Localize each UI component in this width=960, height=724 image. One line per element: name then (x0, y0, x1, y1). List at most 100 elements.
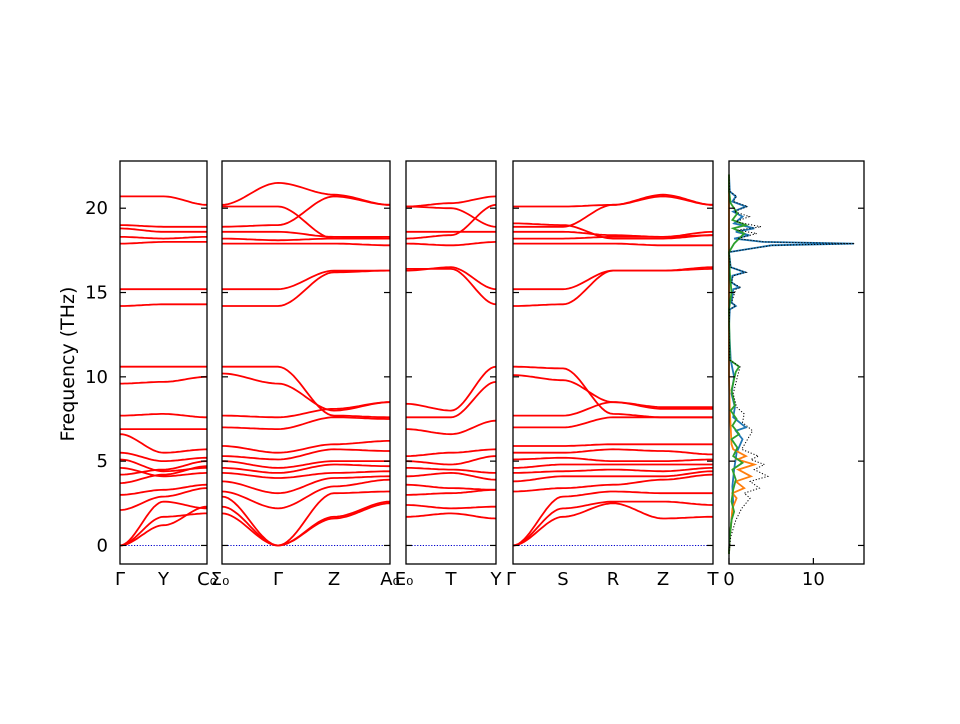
x-tick-label: Y (490, 569, 503, 590)
band-line-p2-6 (221, 470, 390, 479)
band-line-p4-13 (512, 374, 713, 410)
band-line-p2-5 (221, 475, 390, 495)
y-tick-label: 15 (85, 283, 108, 304)
band-line-p1-5 (119, 483, 208, 496)
x-tick-label: Z (328, 569, 340, 590)
band-line-p3-9 (406, 419, 497, 436)
dos-series-1 (728, 174, 854, 554)
band-line-p1-21 (120, 224, 207, 228)
band-line-p1-10 (119, 451, 207, 462)
x-tick-label: Γ (115, 569, 125, 590)
band-line-p2-4 (221, 478, 391, 510)
band-line-p4-17 (513, 242, 713, 247)
band-panel-2-frame (221, 160, 391, 565)
band-line-p2-19 (222, 230, 390, 238)
x-tick-label: Γ (506, 569, 516, 590)
band-line-p2-22 (221, 181, 390, 206)
band-line-p3-18 (406, 205, 497, 228)
x-tick-label: E₀ (395, 569, 414, 590)
y-tick-label: 5 (97, 451, 108, 472)
band-line-p2-2 (221, 500, 391, 547)
band-line-p3-3 (406, 488, 496, 496)
dos-x-tick-label: 10 (802, 569, 825, 590)
band-line-p4-5 (512, 470, 713, 483)
band-line-p2-16 (222, 269, 390, 291)
dos-series-4 (728, 174, 855, 554)
band-line-p1-9 (119, 458, 207, 473)
band-line-p3-4 (405, 483, 496, 491)
band-line-p4-3 (512, 490, 713, 547)
band-line-p1-14 (120, 375, 208, 385)
band-line-p3-8 (406, 448, 497, 457)
band-line-p4-4 (513, 473, 714, 493)
x-tick-label: T (707, 569, 720, 590)
band-line-p1-20 (119, 227, 207, 233)
y-tick-label: 20 (85, 198, 108, 219)
band-line-p2-9 (222, 448, 390, 461)
band-line-p2-17 (222, 242, 390, 247)
x-tick-label: Z (657, 569, 669, 590)
dos-x-tick-label: 0 (723, 569, 734, 590)
band-line-p2-11 (222, 416, 390, 430)
band-line-p3-2 (406, 504, 496, 510)
band-line-p3-6 (406, 467, 496, 474)
x-tick-label: S (557, 569, 568, 590)
x-tick-label: T (445, 569, 458, 590)
band-line-p4-21 (513, 195, 713, 208)
band-line-p1-1 (119, 512, 207, 547)
y-tick-label: 0 (97, 535, 108, 556)
band-line-p4-15 (513, 266, 714, 307)
x-tick-label: C₀ (197, 569, 217, 590)
band-line-p2-7 (222, 463, 390, 474)
band-line-p4-6 (513, 467, 713, 474)
band-line-p1-22 (120, 195, 207, 206)
band-line-p2-8 (221, 460, 390, 469)
band-line-p4-16 (513, 268, 713, 291)
band-line-p4-9 (513, 448, 713, 456)
band-line-p2-12 (222, 401, 391, 419)
band-line-p2-21 (222, 205, 390, 240)
band-line-p4-14 (513, 365, 713, 419)
band-line-p4-7 (513, 463, 713, 469)
x-tick-label: Σ₀ (211, 569, 230, 590)
band-panel-4-frame (512, 160, 714, 565)
band-line-p2-10 (222, 440, 390, 454)
x-tick-label: A₀ (380, 569, 400, 590)
band-line-p3-14 (406, 241, 497, 247)
x-tick-label: Γ (273, 569, 283, 590)
band-line-p4-8 (512, 456, 713, 462)
band-line-p1-3 (119, 500, 208, 547)
band-line-p1-7 (120, 460, 208, 476)
band-line-p4-2 (512, 500, 713, 547)
band-line-p2-13 (221, 372, 391, 412)
dos-series-3 (728, 174, 749, 554)
band-line-p2-15 (222, 269, 390, 307)
band-line-p3-15 (405, 203, 497, 240)
band-line-p2-18 (222, 237, 390, 242)
band-panel-1-frame (119, 160, 208, 565)
x-tick-label: R (607, 569, 620, 590)
band-line-p4-19 (513, 230, 714, 238)
band-line-p3-13 (406, 268, 497, 306)
band-line-p3-10 (406, 381, 497, 419)
dos-panel-frame (728, 160, 865, 565)
band-line-p2-14 (222, 365, 390, 419)
y-axis-label: Frequency (THz) (57, 287, 79, 442)
band-panel-3-frame (405, 160, 497, 565)
band-line-p1-2 (119, 505, 208, 547)
band-line-p1-19 (120, 236, 207, 240)
band-line-p3-5 (406, 471, 497, 481)
band-line-p1-16 (120, 303, 207, 307)
band-line-p4-1 (512, 502, 713, 547)
band-line-p2-3 (221, 490, 390, 547)
band-line-p3-12 (406, 266, 497, 291)
band-line-p1-8 (119, 467, 208, 478)
band-line-p4-10 (513, 443, 713, 447)
band-line-p3-11 (405, 365, 497, 412)
band-line-p3-17 (406, 195, 497, 208)
band-line-p1-18 (120, 241, 207, 245)
y-tick-label: 10 (85, 367, 108, 388)
band-line-p1-13 (120, 413, 207, 419)
